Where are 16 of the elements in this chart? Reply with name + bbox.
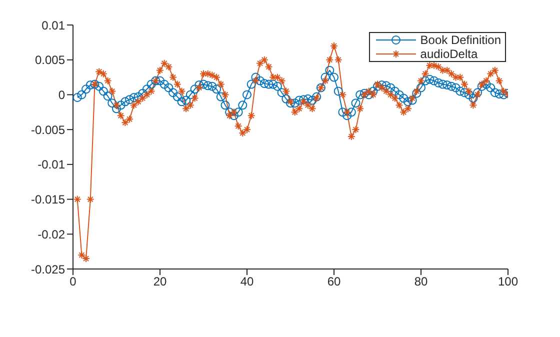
x-tick-label: 80 [414,274,428,289]
x-tick-label: 40 [240,274,254,289]
y-tick-label: -0.01 [38,158,66,172]
legend-label: audioDelta [420,46,478,60]
x-tick-label: 20 [153,274,167,289]
legend-label: Book Definition [420,32,501,46]
y-tick-label: -0.02 [38,227,66,242]
y-tick-label: 0.01 [42,18,66,32]
y-tick-label: -0.005 [30,122,66,137]
y-tick-label: 0.005 [34,53,66,68]
y-tick-label: -0.015 [30,192,66,207]
x-tick-label: 0 [70,274,77,289]
x-tick-label: 100 [498,274,518,289]
y-tick-label: -0.025 [30,262,66,276]
x-tick-label: 60 [327,274,341,289]
y-tick-label: 0 [58,88,66,102]
